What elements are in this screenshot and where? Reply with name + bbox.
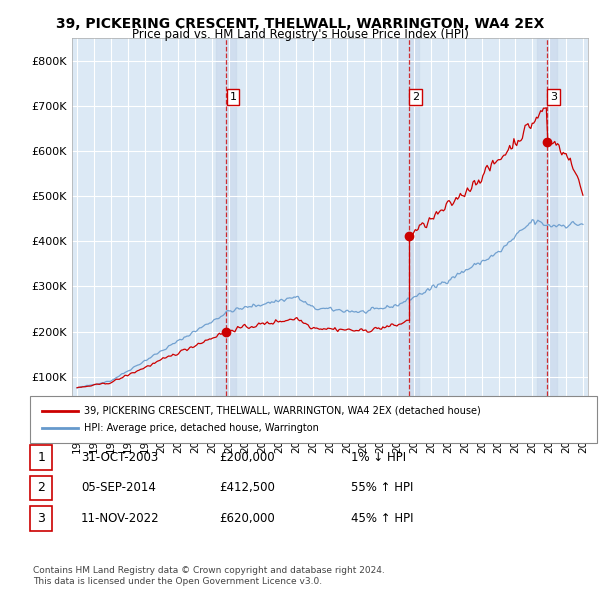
Text: 39, PICKERING CRESCENT, THELWALL, WARRINGTON, WA4 2EX (detached house): 39, PICKERING CRESCENT, THELWALL, WARRIN… bbox=[84, 406, 481, 416]
Text: Price paid vs. HM Land Registry's House Price Index (HPI): Price paid vs. HM Land Registry's House … bbox=[131, 28, 469, 41]
Text: 3: 3 bbox=[37, 512, 45, 525]
Text: 1: 1 bbox=[37, 451, 45, 464]
Text: 2: 2 bbox=[37, 481, 45, 494]
Text: 11-NOV-2022: 11-NOV-2022 bbox=[81, 512, 160, 525]
Text: 39, PICKERING CRESCENT, THELWALL, WARRINGTON, WA4 2EX: 39, PICKERING CRESCENT, THELWALL, WARRIN… bbox=[56, 17, 544, 31]
Text: Contains HM Land Registry data © Crown copyright and database right 2024.: Contains HM Land Registry data © Crown c… bbox=[33, 566, 385, 575]
Bar bbox=[398, 38, 419, 422]
Text: 55% ↑ HPI: 55% ↑ HPI bbox=[351, 481, 413, 494]
Text: HPI: Average price, detached house, Warrington: HPI: Average price, detached house, Warr… bbox=[84, 423, 319, 433]
Bar bbox=[537, 38, 557, 422]
Text: 1: 1 bbox=[229, 92, 236, 102]
Bar bbox=[216, 38, 236, 422]
Text: 2: 2 bbox=[412, 92, 419, 102]
Text: £200,000: £200,000 bbox=[219, 451, 275, 464]
Text: £412,500: £412,500 bbox=[219, 481, 275, 494]
Text: 3: 3 bbox=[550, 92, 557, 102]
Text: 05-SEP-2014: 05-SEP-2014 bbox=[81, 481, 156, 494]
Text: 45% ↑ HPI: 45% ↑ HPI bbox=[351, 512, 413, 525]
Text: 31-OCT-2003: 31-OCT-2003 bbox=[81, 451, 158, 464]
Text: This data is licensed under the Open Government Licence v3.0.: This data is licensed under the Open Gov… bbox=[33, 576, 322, 586]
Text: £620,000: £620,000 bbox=[219, 512, 275, 525]
Text: 1% ↓ HPI: 1% ↓ HPI bbox=[351, 451, 406, 464]
